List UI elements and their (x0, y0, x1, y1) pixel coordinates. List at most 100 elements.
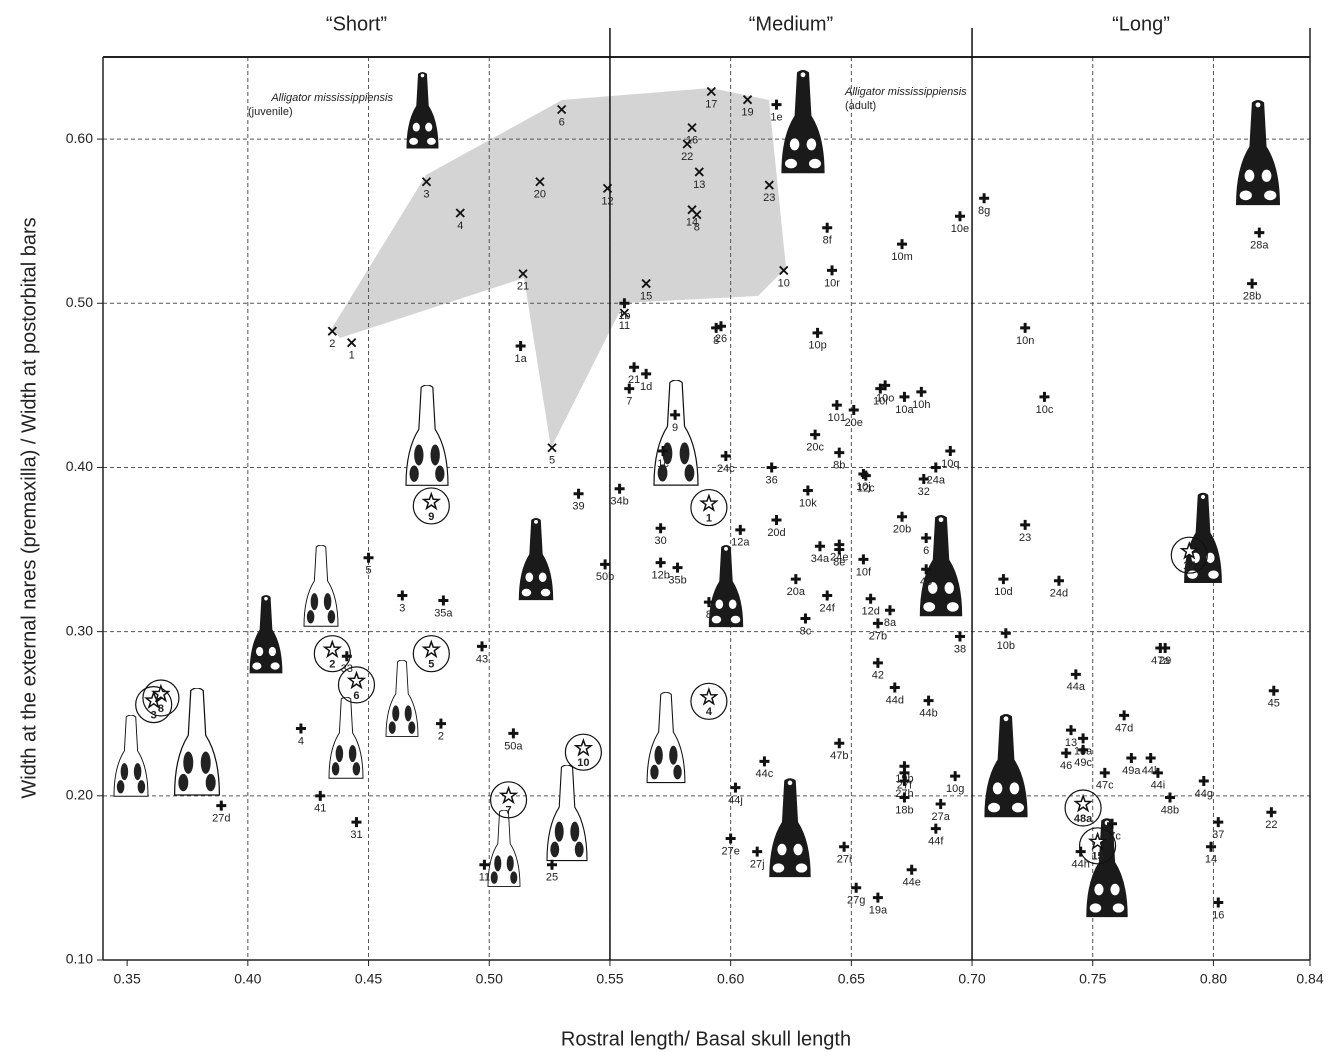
point-label: 1e (770, 112, 782, 124)
point-plus (1078, 744, 1089, 755)
point-label: 18b (895, 804, 913, 816)
point-plus (1160, 643, 1171, 654)
point-label: 101 (828, 412, 846, 424)
point-label: 28a (1250, 240, 1269, 252)
point-plus (641, 368, 652, 379)
point-plus (438, 595, 449, 606)
point-plus (725, 833, 736, 844)
point-x (687, 122, 697, 133)
point-label: 44a (1067, 681, 1086, 693)
point-plus (397, 590, 408, 601)
point-plus (834, 738, 845, 749)
point-x (327, 326, 337, 336)
point-plus (351, 817, 362, 828)
point-plus (906, 864, 917, 875)
point-plus (658, 446, 669, 457)
point-plus (1164, 792, 1175, 803)
highlight-ring (1064, 789, 1102, 827)
point-plus (921, 533, 932, 544)
point-label: 50b (596, 571, 614, 583)
point-x (535, 177, 545, 187)
point-plus (812, 327, 823, 338)
point-x (421, 177, 432, 187)
point-plus (954, 211, 965, 222)
point-plus (827, 265, 838, 276)
point-label: 9 (428, 511, 434, 523)
point-plus (858, 554, 869, 565)
point-label: 9 (672, 422, 678, 434)
point-label: 12a (731, 537, 750, 549)
point-plus (848, 404, 859, 415)
point-plus (1020, 519, 1031, 530)
point-plus (839, 841, 850, 852)
y-tick-label: 0.30 (66, 622, 93, 638)
point-label: 43 (476, 653, 488, 665)
y-axis-label: Width at the external nares (premaxilla)… (18, 217, 40, 798)
point-x (619, 308, 630, 318)
point-label: 7 (505, 805, 511, 817)
x-tick-label: 0.60 (717, 971, 744, 987)
point-plus (935, 799, 946, 810)
point-plus (923, 695, 934, 706)
x-tick-label: 0.45 (355, 971, 382, 987)
point-plus (515, 340, 526, 351)
y-tick-label: 0.60 (66, 130, 93, 146)
point-plus (998, 574, 1009, 585)
point-plus (573, 488, 584, 499)
point-label: 20b (893, 524, 911, 536)
point-label: 10n (1016, 335, 1034, 347)
point-label: 47d (1115, 722, 1133, 734)
point-plus (1039, 391, 1050, 402)
point-plus (435, 718, 446, 729)
point-plus (800, 613, 811, 624)
point-label: 37 (1212, 829, 1224, 841)
point-plus (880, 380, 891, 391)
point-plus (479, 859, 490, 870)
point-label: 31 (350, 829, 362, 841)
point-plus (1061, 748, 1072, 759)
point-plus (363, 552, 374, 563)
point-label: 39 (572, 501, 584, 513)
region-label: “Short” (326, 13, 387, 35)
point-label: 2 (329, 659, 335, 671)
point-plus (216, 800, 227, 811)
point-label: 21 (517, 281, 529, 293)
point-label: 47a (1151, 655, 1170, 667)
point-label: 27i (837, 854, 852, 866)
point-label: 22 (1265, 819, 1277, 831)
annotation-note: (juvenile) (248, 106, 293, 118)
point-plus (547, 859, 558, 870)
point-label: 47c (1096, 780, 1114, 792)
point-label: 11 (619, 320, 630, 332)
point-plus (614, 483, 625, 494)
point-label: 2 (438, 730, 444, 742)
highlight-ring (690, 682, 728, 720)
point-plus (1206, 841, 1217, 852)
point-plus (1066, 725, 1077, 736)
point-plus (834, 544, 845, 555)
point-label: 44h (1071, 859, 1089, 871)
point-plus (476, 641, 487, 652)
point-plus (921, 564, 932, 575)
point-label: 27b (869, 630, 887, 642)
point-label: 12c (857, 483, 875, 495)
juvenile-range (332, 88, 786, 448)
point-label: 27d (212, 813, 230, 825)
point-star (1179, 540, 1200, 560)
point-plus (899, 776, 910, 787)
y-tick-label: 0.40 (66, 458, 93, 474)
point-label: 34b (610, 496, 628, 508)
point-star (421, 639, 442, 659)
point-plus (814, 541, 825, 552)
point-plus (295, 723, 306, 734)
point-label: 29 (1159, 655, 1171, 667)
point-label: 1a (514, 353, 527, 365)
point-plus (872, 618, 883, 629)
point-plus (918, 473, 929, 484)
point-plus (897, 239, 908, 250)
point-label: 28b (1243, 290, 1261, 302)
region-label: “Medium” (749, 13, 833, 35)
highlight-ring (313, 635, 351, 673)
highlight-ring (564, 733, 602, 771)
